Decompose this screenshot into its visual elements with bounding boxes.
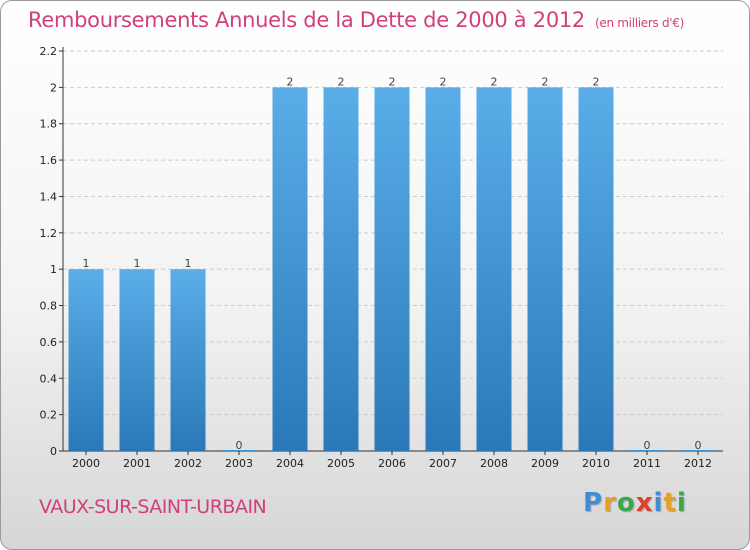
y-tick-label: 0.6	[40, 336, 58, 349]
bar	[272, 87, 308, 451]
logo-letter: i	[676, 488, 687, 518]
y-tick-label: 0.8	[40, 300, 58, 313]
y-tick-label: 0	[50, 445, 57, 458]
x-tick-label: 2007	[429, 457, 457, 470]
bar-data-label: 1	[83, 257, 90, 270]
bar-data-label: 2	[491, 75, 498, 88]
x-tick-label: 2006	[378, 457, 406, 470]
proxiti-logo: Proxiti	[583, 488, 687, 518]
bar	[323, 87, 359, 451]
x-tick-label: 2001	[123, 457, 151, 470]
bar	[680, 450, 716, 451]
y-tick-label: 1.8	[40, 118, 58, 131]
bar-data-label: 2	[440, 75, 447, 88]
bar	[425, 87, 461, 451]
bar-data-label: 2	[338, 75, 345, 88]
bar-data-label: 0	[644, 439, 651, 452]
logo-letter: i	[653, 488, 664, 518]
bar	[578, 87, 614, 451]
logo-letter: x	[635, 488, 654, 518]
bar	[119, 269, 155, 451]
x-tick-label: 2004	[276, 457, 304, 470]
commune-name: VAUX-SUR-SAINT-URBAIN	[39, 496, 267, 518]
y-tick-label: 2	[50, 81, 57, 94]
bar	[527, 87, 563, 451]
logo-letter: r	[603, 488, 617, 518]
x-tick-label: 2002	[174, 457, 202, 470]
bar-data-label: 2	[593, 75, 600, 88]
chart-title: Remboursements Annuels de la Dette de 20…	[28, 8, 684, 32]
bar-data-label: 1	[134, 257, 141, 270]
x-tick-label: 2011	[633, 457, 661, 470]
bar-data-label: 2	[389, 75, 396, 88]
x-tick-label: 2008	[480, 457, 508, 470]
bar-data-label: 1	[185, 257, 192, 270]
chart-title-text: Remboursements Annuels de la Dette de 20…	[28, 8, 585, 32]
bar-data-label: 0	[236, 439, 243, 452]
y-tick-label: 1.2	[40, 227, 58, 240]
x-tick-label: 2009	[531, 457, 559, 470]
x-tick-label: 2005	[327, 457, 355, 470]
bar	[221, 450, 257, 451]
logo-letter: t	[663, 488, 677, 518]
y-tick-label: 2.2	[40, 45, 58, 58]
bar	[68, 269, 104, 451]
bar-data-label: 2	[542, 75, 549, 88]
y-tick-label: 0.2	[40, 409, 58, 422]
y-tick-label: 1.4	[40, 190, 58, 203]
x-tick-label: 2012	[684, 457, 712, 470]
x-tick-label: 2000	[72, 457, 100, 470]
bar	[629, 450, 665, 451]
bar	[476, 87, 512, 451]
bar	[170, 269, 206, 451]
logo-letter: o	[616, 488, 636, 518]
chart-unit-label: (en milliers d'€)	[595, 16, 685, 30]
bar-data-label: 0	[695, 439, 702, 452]
bar	[374, 87, 410, 451]
y-tick-label: 1	[50, 263, 57, 276]
y-tick-label: 0.4	[40, 372, 58, 385]
x-tick-label: 2003	[225, 457, 253, 470]
y-tick-label: 1.6	[40, 154, 58, 167]
x-tick-label: 2010	[582, 457, 610, 470]
bar-data-label: 2	[287, 75, 294, 88]
logo-letter: P	[583, 488, 604, 518]
